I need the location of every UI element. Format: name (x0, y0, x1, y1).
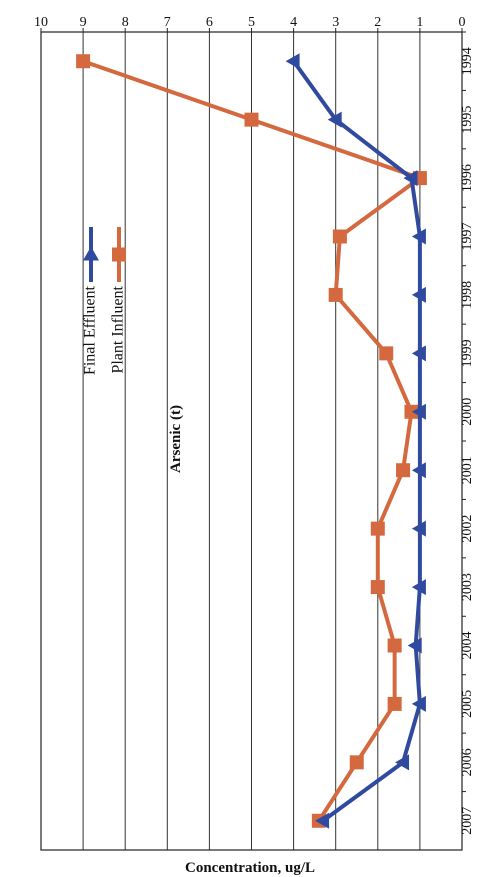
legend-marker-square (112, 247, 126, 262)
data-point-triangle (411, 520, 426, 537)
data-point-square (387, 696, 402, 711)
y-tick-label: 8 (122, 15, 129, 30)
data-point-triangle (411, 462, 426, 479)
y-tick-label: 3 (332, 15, 339, 30)
data-point-square (332, 229, 347, 244)
y-tick-label: 10 (34, 15, 48, 30)
x-tick-label: 2005 (460, 690, 475, 718)
data-point-square (370, 580, 385, 595)
data-point-square (379, 346, 394, 361)
x-tick-label: 1994 (460, 47, 475, 75)
data-point-triangle (411, 228, 426, 245)
data-point-triangle (411, 695, 426, 712)
data-point-square (76, 54, 91, 69)
chart-title: Arsenic (t) (168, 405, 184, 473)
legend-label-1: Final Effluent (82, 285, 99, 375)
x-tick-label: 2004 (460, 632, 475, 660)
y-axis-label: Concentration, ug/L (185, 860, 315, 876)
gridlines (40, 32, 421, 850)
x-tick-label: 1996 (460, 164, 475, 192)
data-point-triangle (411, 579, 426, 596)
series-line-0 (82, 59, 422, 822)
x-tick-label: 2002 (460, 515, 475, 543)
x-tick-label: 2003 (460, 573, 475, 601)
y-tick-label: 4 (290, 15, 297, 30)
data-point-square (396, 463, 411, 478)
legend-marker-triangle (83, 246, 99, 261)
data-point-triangle (411, 345, 426, 362)
data-point-triangle (315, 812, 330, 829)
data-point-triangle (327, 111, 342, 128)
legend-label-0: Plant Influent (110, 285, 127, 373)
data-point-square (328, 287, 343, 302)
y-tick-label: 9 (80, 15, 87, 30)
data-point-triangle (285, 53, 300, 70)
x-tick-label: 1998 (460, 281, 475, 309)
data-point-triangle (411, 286, 426, 303)
data-point-triangle (395, 754, 410, 771)
legend: Plant Influent Final Effluent (82, 227, 127, 375)
x-tick-label: 2001 (460, 456, 475, 484)
y-tick-label: 7 (164, 15, 171, 30)
x-tick-label: 1995 (460, 106, 475, 134)
data-point-square (387, 638, 402, 653)
series-layer (76, 53, 427, 829)
y-tick-label: 1 (416, 15, 423, 30)
x-tick-label: 2007 (460, 807, 475, 835)
x-tick-label: 1997 (460, 223, 475, 251)
x-tick-label: 1999 (460, 339, 475, 367)
data-point-square (244, 112, 259, 127)
tick-labels: 0 1 2 3 4 5 6 7 8 9 10 1994 1995 1996 1997 1998 1999 2000… (34, 15, 475, 835)
data-point-square (404, 404, 419, 419)
data-point-square (370, 521, 385, 536)
data-point-triangle (411, 403, 426, 420)
y-tick-label: 5 (248, 15, 255, 30)
y-tick-label: 2 (374, 15, 381, 30)
x-tick-label: 2006 (460, 748, 475, 776)
y-tick-label: 0 (459, 15, 466, 30)
data-point-square (349, 755, 364, 770)
x-tick-label: 2000 (460, 398, 475, 426)
series-line-1 (291, 60, 422, 823)
data-point-triangle (403, 170, 418, 187)
data-point-triangle (407, 637, 422, 654)
y-tick-label: 6 (206, 15, 213, 30)
